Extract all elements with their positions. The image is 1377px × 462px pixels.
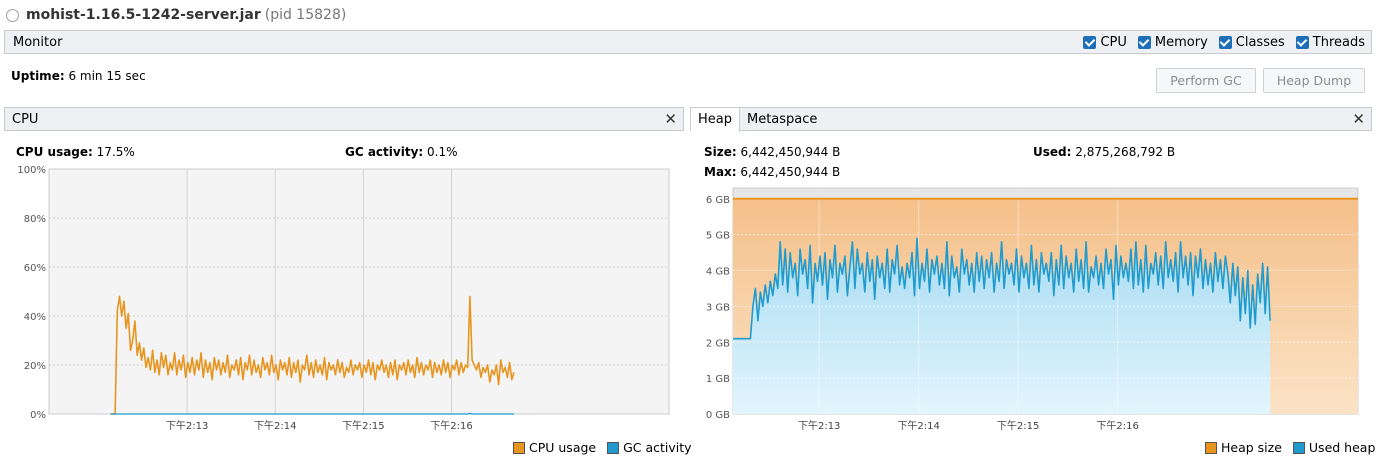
cpu-checkbox[interactable]: CPU [1083, 34, 1127, 50]
y-tick-label: 3 GB [706, 302, 730, 313]
close-memory-panel-icon[interactable]: ✕ [1352, 110, 1365, 128]
x-tick-label: 下午2:14 [897, 419, 939, 432]
window-titlebar: mohist-1.16.5-1242-server.jar (pid 15828… [0, 0, 1377, 30]
process-status-icon [6, 8, 19, 22]
heap-size-stat: Size: 6,442,450,944 B [704, 145, 840, 159]
heap-max-label: Max: [704, 165, 737, 179]
x-tick-label: 下午2:15 [997, 419, 1039, 432]
threads-checkbox[interactable]: Threads [1295, 34, 1365, 50]
y-tick-label: 60% [24, 263, 46, 274]
y-tick-label: 2 GB [706, 338, 730, 349]
y-tick-label: 1 GB [706, 374, 730, 385]
cpu-legend: CPU usage GC activity [502, 440, 692, 455]
tab-metaspace[interactable]: Metaspace [747, 111, 818, 127]
memory-panel-header: Heap Metaspace ✕ [690, 107, 1372, 132]
memory-checkbox-label: Memory [1154, 34, 1208, 50]
threads-checkbox-label: Threads [1312, 34, 1365, 50]
y-tick-label: 6 GB [706, 195, 730, 206]
close-cpu-panel-icon[interactable]: ✕ [664, 110, 677, 128]
cpu-checkbox-label: CPU [1100, 34, 1127, 50]
x-tick-label: 下午2:16 [1096, 419, 1138, 432]
y-tick-label: 40% [24, 312, 46, 323]
uptime-label: Uptime: [11, 69, 65, 83]
y-tick-label: 100% [17, 165, 46, 176]
classes-checkbox-label: Classes [1235, 34, 1285, 50]
x-tick-label: 下午2:14 [254, 419, 296, 432]
uptime-value: 6 min 15 sec [68, 69, 146, 83]
gc-activity-label: GC activity: [345, 145, 424, 159]
legend-used-heap-label: Used heap [1308, 440, 1376, 455]
y-tick-label: 20% [24, 361, 46, 372]
checkbox-checked-icon[interactable] [1137, 35, 1151, 49]
gc-activity-stat: GC activity: 0.1% [345, 145, 458, 159]
uptime: Uptime: 6 min 15 sec [11, 69, 146, 83]
heap-max-value: 6,442,450,944 B [740, 165, 841, 179]
legend-cpu-usage: CPU usage [513, 440, 596, 455]
gc-activity-swatch [607, 441, 620, 454]
monitor-toolbar: Monitor CPU Memory Classes Threads [4, 30, 1372, 54]
used-heap-swatch [1292, 441, 1305, 454]
legend-used-heap: Used heap [1292, 440, 1376, 455]
heap-max-stat: Max: 6,442,450,944 B [704, 165, 840, 179]
x-tick-label: 下午2:15 [342, 419, 384, 432]
cpu-panel-header: CPU ✕ [4, 107, 684, 131]
legend-gc-activity-label: GC activity [623, 440, 692, 455]
heap-size-label: Size: [704, 145, 737, 159]
gc-activity-line [110, 412, 514, 415]
checkbox-checked-icon[interactable] [1218, 35, 1232, 49]
cpu-usage-value: 17.5% [96, 145, 135, 159]
process-name: mohist-1.16.5-1242-server.jar [26, 7, 261, 23]
x-tick-label: 下午2:13 [166, 419, 208, 432]
y-tick-label: 4 GB [706, 267, 730, 278]
view-checkboxes: CPU Memory Classes Threads [1072, 31, 1365, 53]
heap-used-label: Used: [1033, 145, 1072, 159]
heap-size-value: 6,442,450,944 B [740, 145, 841, 159]
cpu-usage-stat: CPU usage: 17.5% [16, 145, 135, 159]
process-pid: (pid 15828) [264, 7, 347, 23]
used-heap-area [733, 238, 1271, 414]
cpu-usage-line [110, 295, 515, 415]
heap-used-stat: Used: 2,875,268,792 B [1033, 145, 1175, 159]
monitor-title: Monitor [13, 34, 63, 50]
cpu-panel-title: CPU [12, 111, 39, 127]
gc-activity-value: 0.1% [427, 145, 458, 159]
used-heap-line [733, 237, 1271, 340]
memory-checkbox[interactable]: Memory [1137, 34, 1208, 50]
checkbox-checked-icon[interactable] [1295, 35, 1309, 49]
plot-area [48, 168, 670, 415]
x-tick-label: 下午2:13 [798, 419, 840, 432]
tab-heap[interactable]: Heap [691, 107, 740, 132]
y-tick-label: 80% [24, 214, 46, 225]
cpu-usage-label: CPU usage: [16, 145, 93, 159]
legend-cpu-usage-label: CPU usage [529, 440, 597, 455]
heap-dump-button[interactable]: Heap Dump [1263, 68, 1365, 93]
y-tick-label: 0 GB [706, 410, 730, 421]
y-tick-label: 0% [30, 410, 46, 421]
classes-checkbox[interactable]: Classes [1218, 34, 1285, 50]
legend-gc-activity: GC activity [607, 440, 692, 455]
x-tick-label: 下午2:16 [430, 419, 472, 432]
heap-size-swatch [1205, 441, 1217, 454]
y-tick-label: 5 GB [706, 231, 730, 242]
checkbox-checked-icon[interactable] [1083, 35, 1097, 49]
legend-heap-size-label: Heap size [1221, 440, 1282, 455]
perform-gc-button[interactable]: Perform GC [1156, 68, 1256, 93]
legend-heap-size: Heap size [1205, 440, 1282, 455]
heap-used-value: 2,875,268,792 B [1075, 145, 1176, 159]
heap-legend: Heap size Used heap [1194, 440, 1375, 455]
cpu-usage-swatch [513, 441, 525, 454]
